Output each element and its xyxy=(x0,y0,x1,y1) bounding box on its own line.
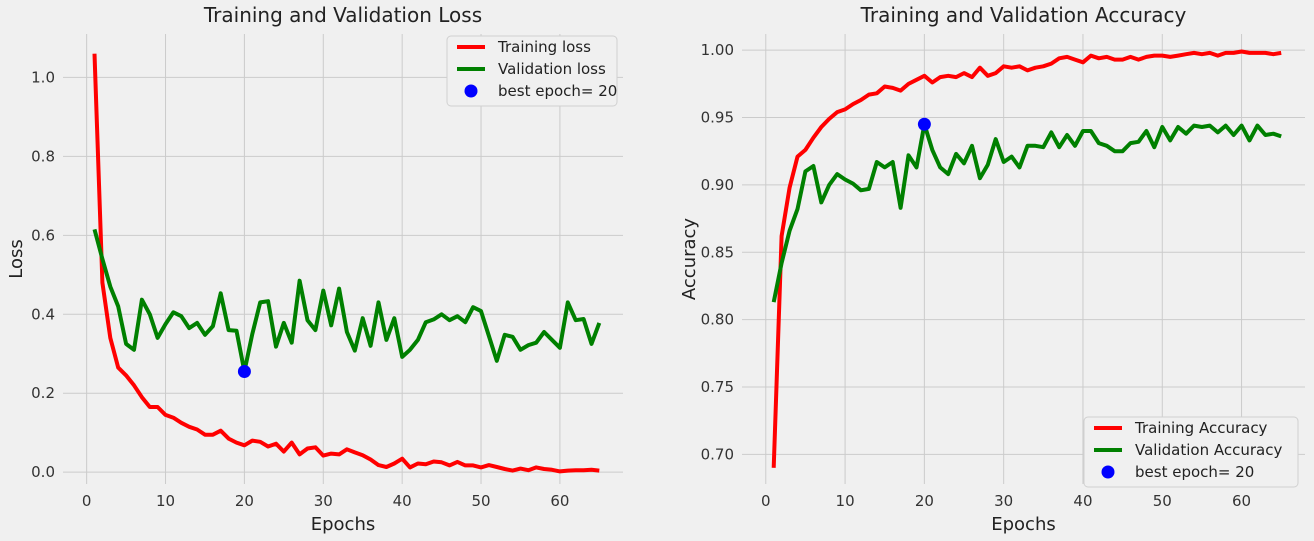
y-tick-label: 0.95 xyxy=(701,109,734,127)
legend-box xyxy=(446,35,618,107)
y-tick-label: 0.75 xyxy=(701,378,734,396)
legend-marker xyxy=(464,84,478,98)
chart-title: Training and Validation Loss xyxy=(203,3,482,27)
y-tick-label: 0.80 xyxy=(701,311,734,329)
legend-entry: best epoch= 20 xyxy=(1135,463,1254,481)
legend-marker xyxy=(1101,465,1115,479)
y-tick-label: 0.2 xyxy=(31,384,55,402)
best-epoch-marker xyxy=(917,117,931,131)
y-tick-label: 1.0 xyxy=(31,68,55,86)
x-tick-label: 50 xyxy=(471,492,490,510)
x-tick-label: 50 xyxy=(1153,492,1172,510)
x-tick-label: 10 xyxy=(156,492,175,510)
x-tick-label: 0 xyxy=(761,492,771,510)
x-tick-label: 40 xyxy=(1073,492,1092,510)
series-line-validation xyxy=(771,122,1282,303)
series-line-validation xyxy=(92,228,602,374)
x-tick-label: 40 xyxy=(393,492,412,510)
y-tick-label: 0.8 xyxy=(31,147,55,165)
x-tick-label: 0 xyxy=(82,492,92,510)
x-axis-label: Epochs xyxy=(991,514,1056,535)
y-axis-label: Loss xyxy=(6,239,27,278)
y-tick-label: 0.90 xyxy=(701,176,734,194)
legend-entry: Training loss xyxy=(497,38,591,56)
series-line-training xyxy=(92,53,600,474)
x-tick-label: 20 xyxy=(235,492,254,510)
series-line-training xyxy=(771,49,1282,468)
legend-entry: Training Accuracy xyxy=(1134,419,1268,437)
chart-accuracy: 0 10 20 30 40 50 60 0.70 0.75 0.80 0.85 0.90 0.95 1.0… xyxy=(679,3,1305,535)
y-tick-label: 0.85 xyxy=(701,243,734,261)
chart-title: Training and Validation Accuracy xyxy=(860,3,1187,27)
y-tick-label: 0.70 xyxy=(701,445,734,463)
x-tick-label: 30 xyxy=(314,492,333,510)
legend-box xyxy=(1083,416,1299,488)
plot-area xyxy=(742,34,1305,484)
y-axis-label: Accuracy xyxy=(679,218,700,301)
legend-entry: Validation loss xyxy=(498,60,606,78)
x-tick-label: 10 xyxy=(836,492,855,510)
y-tick-label: 0.4 xyxy=(31,305,55,323)
x-tick-label: 60 xyxy=(550,492,569,510)
best-epoch-marker xyxy=(237,365,251,378)
legend-entry: Validation Accuracy xyxy=(1135,441,1282,459)
x-tick-label: 20 xyxy=(915,492,934,510)
chart-loss: 0 10 20 30 40 50 60 0.0 0.2 0.4 0.6 0.8 1.0 Training … xyxy=(6,3,623,535)
x-axis-label: Epochs xyxy=(311,514,376,535)
legend: Training loss Validation loss best epoch= … xyxy=(446,35,618,107)
y-tick-label: 1.00 xyxy=(701,41,734,59)
x-tick-label: 30 xyxy=(994,492,1013,510)
y-tick-label: 0.6 xyxy=(31,226,55,244)
legend-entry: best epoch= 20 xyxy=(498,82,617,100)
x-tick-label: 60 xyxy=(1232,492,1251,510)
legend: Training Accuracy Validation Accuracy best… xyxy=(1083,416,1299,488)
y-tick-label: 0.0 xyxy=(31,463,55,481)
